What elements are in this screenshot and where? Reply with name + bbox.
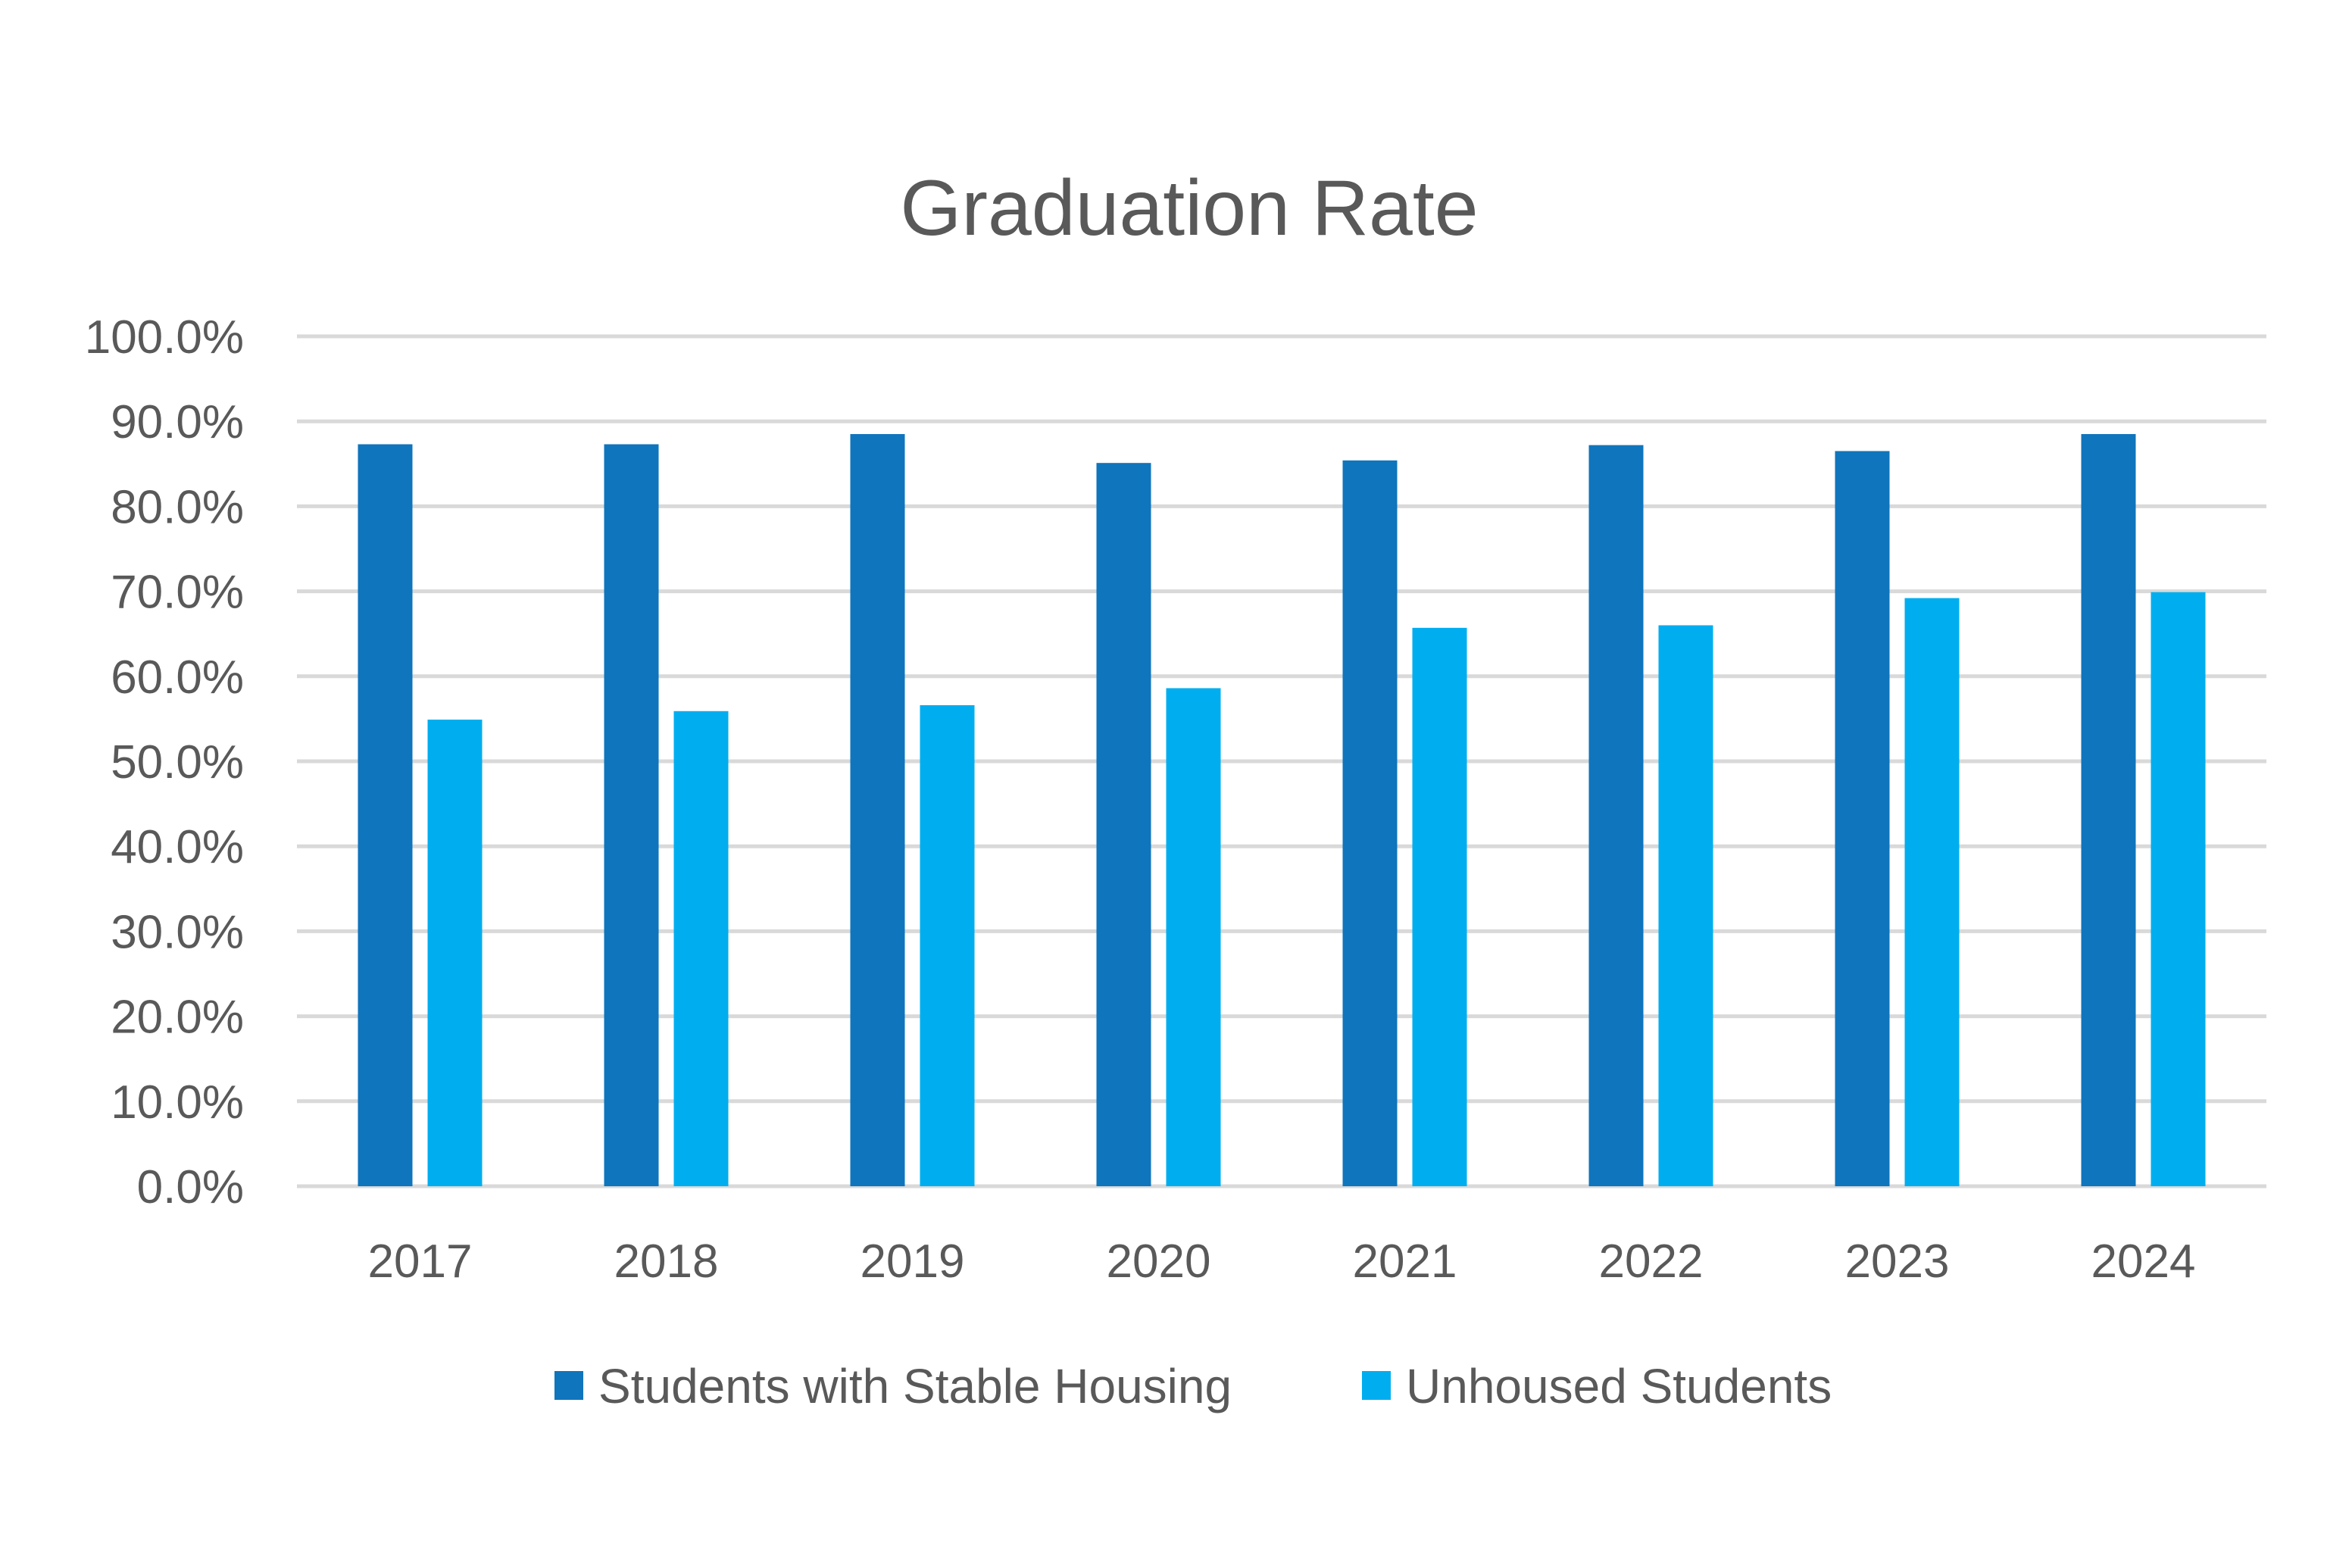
y-tick-label: 50.0% — [111, 736, 244, 789]
y-tick-label: 20.0% — [111, 992, 244, 1044]
legend-swatch — [1362, 1371, 1391, 1400]
y-tick-label: 40.0% — [111, 821, 244, 873]
bar-unhoused-2022 — [1658, 625, 1713, 1186]
x-tick-label: 2022 — [1599, 1235, 1704, 1288]
bar-unhoused-2024 — [2151, 592, 2206, 1186]
bar-unhoused-2019 — [920, 704, 975, 1186]
legend: Students with Stable Housing Unhoused Stu… — [554, 1359, 1832, 1413]
x-tick-label: 2017 — [368, 1235, 473, 1288]
bar-unhoused-2023 — [1904, 598, 1960, 1186]
bar-stable-housing-2020 — [1096, 463, 1151, 1186]
y-axis-ticks: 0.0% 10.0% 20.0% 30.0% 40.0% 50.0% 60.0% 70.0% 8… — [85, 311, 244, 1213]
x-axis-ticks: 2017 2018 2019 2020 2021 2022 2023 2024 — [368, 1235, 2196, 1288]
y-tick-label: 100.0% — [85, 311, 244, 364]
chart-title: Graduation Rate — [900, 164, 1478, 252]
bar-stable-housing-2022 — [1588, 445, 1644, 1186]
legend-label: Students with Stable Housing — [598, 1359, 1232, 1413]
y-tick-label: 80.0% — [111, 481, 244, 533]
y-tick-label: 90.0% — [111, 396, 244, 448]
y-tick-label: 10.0% — [111, 1076, 244, 1129]
bar-unhoused-2017 — [427, 720, 483, 1186]
bar-stable-housing-2019 — [850, 434, 905, 1186]
bars — [358, 434, 2206, 1186]
bar-unhoused-2018 — [673, 711, 729, 1186]
y-tick-label: 70.0% — [111, 567, 244, 619]
gridlines — [297, 334, 2266, 1188]
bar-stable-housing-2017 — [358, 444, 413, 1186]
x-tick-label: 2024 — [2091, 1235, 2196, 1288]
bar-stable-housing-2023 — [1835, 451, 1890, 1186]
y-tick-label: 30.0% — [111, 906, 244, 958]
x-tick-label: 2020 — [1107, 1235, 1211, 1288]
bar-unhoused-2020 — [1166, 688, 1221, 1186]
y-tick-label: 0.0% — [137, 1161, 244, 1213]
x-tick-label: 2019 — [861, 1235, 965, 1288]
bar-unhoused-2021 — [1412, 627, 1467, 1186]
legend-label: Unhoused Students — [1406, 1359, 1832, 1413]
x-tick-label: 2021 — [1353, 1235, 1457, 1288]
y-tick-label: 60.0% — [111, 651, 244, 704]
x-tick-label: 2023 — [1845, 1235, 1950, 1288]
bar-stable-housing-2024 — [2081, 434, 2136, 1186]
bar-stable-housing-2021 — [1342, 460, 1398, 1186]
legend-swatch — [554, 1371, 583, 1400]
x-tick-label: 2018 — [614, 1235, 719, 1288]
bar-stable-housing-2018 — [604, 444, 659, 1186]
